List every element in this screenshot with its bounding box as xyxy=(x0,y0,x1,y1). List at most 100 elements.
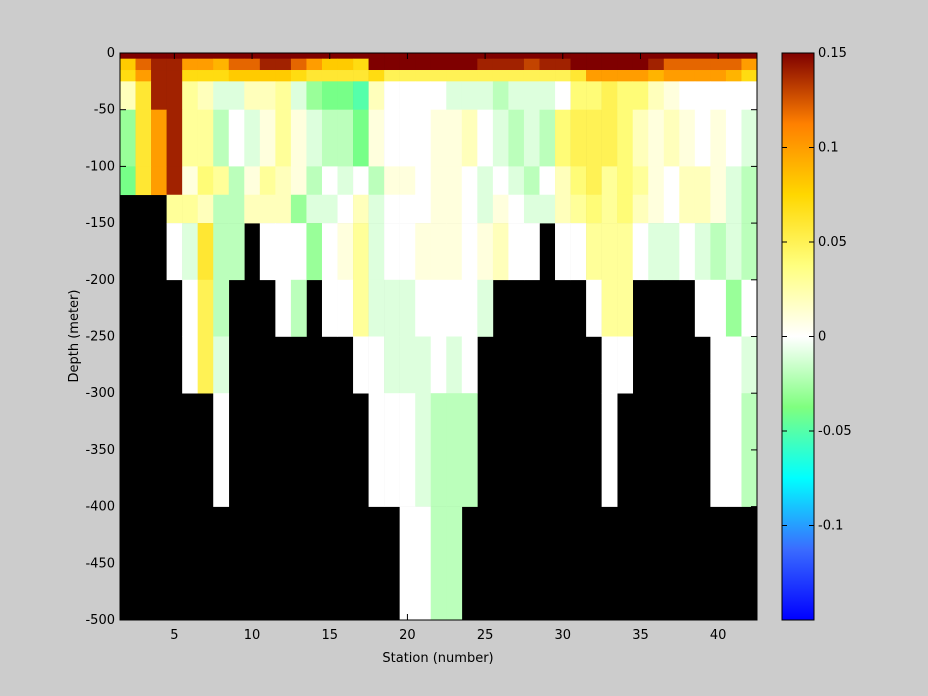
heatmap-cell xyxy=(694,70,711,82)
heatmap-cell xyxy=(601,223,618,281)
heatmap-cell xyxy=(290,166,307,196)
heatmap-cell xyxy=(663,58,680,71)
heatmap-cell xyxy=(477,81,494,110)
heatmap-cell xyxy=(741,166,758,196)
heatmap-cell xyxy=(492,53,509,59)
heatmap-cell xyxy=(166,166,183,196)
y-tick-label: -450 xyxy=(85,556,115,571)
heatmap-cell xyxy=(213,393,230,507)
heatmap-cell xyxy=(259,166,276,196)
heatmap-cell xyxy=(259,70,276,82)
heatmap-cell xyxy=(244,58,261,71)
heatmap-cell xyxy=(725,166,742,196)
heatmap-cell xyxy=(151,53,167,59)
heatmap-cell xyxy=(663,223,680,281)
y-tick-label: -150 xyxy=(85,216,115,231)
heatmap-cell xyxy=(679,81,696,110)
heatmap-cell xyxy=(586,279,602,337)
heatmap-cell xyxy=(259,53,276,59)
heatmap-cell xyxy=(399,393,416,507)
heatmap-cell xyxy=(213,53,230,59)
heatmap-cell xyxy=(648,194,665,224)
heatmap-cell xyxy=(492,70,509,82)
heatmap-cell xyxy=(632,223,649,281)
heatmap-cell xyxy=(710,393,727,507)
heatmap-cell xyxy=(710,279,727,337)
heatmap-cell xyxy=(430,506,447,621)
heatmap-cell xyxy=(586,70,602,82)
heatmap-cell xyxy=(120,166,136,196)
heatmap-cell xyxy=(197,58,214,71)
heatmap-cell xyxy=(430,279,447,337)
colorbar-tick-label: 0.1 xyxy=(818,141,839,156)
heatmap-cell xyxy=(135,70,152,82)
heatmap-cell xyxy=(399,336,416,394)
heatmap-cell xyxy=(228,58,245,71)
heatmap-cell xyxy=(197,223,214,281)
heatmap-cell xyxy=(523,223,540,281)
heatmap-cell xyxy=(679,70,696,82)
heatmap-cell xyxy=(523,81,540,110)
heatmap-cell xyxy=(539,70,556,82)
heatmap-cell xyxy=(430,194,447,224)
heatmap-cell xyxy=(710,223,727,281)
heatmap-cells xyxy=(120,53,758,621)
heatmap-cell xyxy=(523,53,540,59)
x-tick-label: 15 xyxy=(321,628,338,643)
heatmap-cell xyxy=(213,194,230,224)
heatmap-cell xyxy=(694,279,711,337)
heatmap-cell xyxy=(197,166,214,196)
heatmap-cell xyxy=(337,223,354,281)
heatmap-cell xyxy=(321,166,338,196)
heatmap-cell xyxy=(632,58,649,71)
heatmap-cell xyxy=(197,81,214,110)
heatmap-cell xyxy=(415,506,432,621)
heatmap-cell xyxy=(741,81,758,110)
heatmap-cell xyxy=(384,223,400,281)
heatmap-cell xyxy=(120,70,136,82)
heatmap-cell xyxy=(182,70,198,82)
heatmap-cell xyxy=(601,194,618,224)
heatmap-cell xyxy=(213,166,230,196)
heatmap-cell xyxy=(415,194,432,224)
heatmap-cell xyxy=(182,279,198,337)
heatmap-cell xyxy=(368,393,385,507)
heatmap-cell xyxy=(555,58,571,71)
heatmap-cell xyxy=(415,70,432,82)
heatmap-cell xyxy=(539,53,556,59)
heatmap-cell xyxy=(415,223,432,281)
heatmap-cell xyxy=(555,109,571,167)
heatmap-cell xyxy=(586,58,602,71)
heatmap-cell xyxy=(384,279,400,337)
heatmap-cell xyxy=(725,53,742,59)
heatmap-cell xyxy=(151,109,167,167)
heatmap-cell xyxy=(570,70,587,82)
heatmap-cell xyxy=(741,336,758,394)
heatmap-cell xyxy=(135,58,152,71)
colorbar-tick-label: -0.05 xyxy=(818,424,852,439)
heatmap-cell xyxy=(446,223,463,281)
heatmap-cell xyxy=(166,109,183,167)
heatmap-cell xyxy=(477,166,494,196)
x-tick-label: 20 xyxy=(399,628,416,643)
heatmap-cell xyxy=(648,223,665,281)
heatmap-cell xyxy=(213,279,230,337)
heatmap-cell xyxy=(384,53,400,59)
colorbar-ticks: 0.15 0.1 0.05 0 -0.05 -0.1 xyxy=(782,46,852,534)
heatmap-cell xyxy=(523,70,540,82)
heatmap-cell xyxy=(508,81,525,110)
heatmap-cell xyxy=(321,58,338,71)
heatmap-cell xyxy=(353,194,369,224)
heatmap-cell xyxy=(275,109,292,167)
colorbar-tick-label: 0 xyxy=(818,330,826,345)
heatmap-cell xyxy=(197,53,214,59)
heatmap-cell xyxy=(508,70,525,82)
heatmap-cell xyxy=(663,81,680,110)
heatmap-cell xyxy=(461,279,478,337)
heatmap-cell xyxy=(306,109,323,167)
heatmap-cell xyxy=(290,279,307,337)
heatmap-cell xyxy=(353,53,369,59)
heatmap-plot-area xyxy=(119,52,758,621)
heatmap-cell xyxy=(632,81,649,110)
heatmap-cell xyxy=(151,58,167,71)
